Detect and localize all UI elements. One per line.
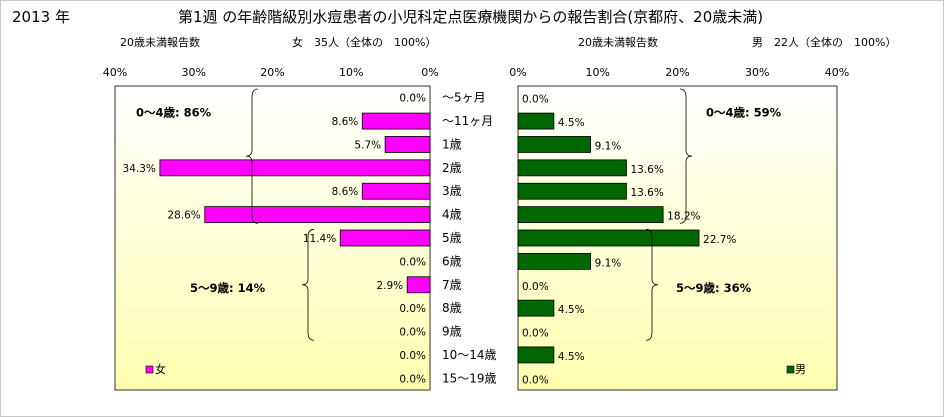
female-data-label: 28.6% (167, 210, 200, 222)
age-category-label: 9歳 (442, 325, 462, 339)
female-axis-tick: 10% (339, 66, 363, 79)
male-axis-tick: 40% (825, 66, 849, 79)
female-axis-tick: 20% (260, 66, 284, 79)
male-bar (517, 299, 555, 317)
male-bar (517, 112, 555, 130)
male-data-label: 9.1% (595, 257, 622, 269)
female-axis-tick: 0% (421, 66, 438, 79)
male-header-count-label: 20歳未満報告数 (578, 36, 658, 49)
male-data-label: 0.0% (522, 328, 549, 340)
male-axis-tick: 30% (745, 66, 769, 79)
male-data-label: 18.2% (667, 211, 700, 223)
age-category-label: 6歳 (442, 254, 462, 268)
female-group-0-4-label: 0～4歳: 86% (136, 105, 212, 119)
female-bar (384, 136, 431, 153)
male-axis-tick: 0% (509, 66, 526, 79)
female-data-label: 8.6% (332, 186, 359, 198)
age-category-label: 4歳 (442, 208, 462, 222)
female-group-5-9-label: 5～9歳: 14% (190, 281, 266, 295)
male-bar (517, 229, 700, 247)
male-group-5-9-label: 5～9歳: 36% (676, 281, 752, 295)
female-bar (159, 159, 431, 177)
age-category-label: 15～19歳 (442, 371, 497, 385)
female-bar (361, 112, 431, 130)
age-category-label: 2歳 (442, 161, 462, 175)
female-data-label: 11.4% (303, 233, 336, 245)
age-category-label: 1歳 (442, 137, 462, 151)
male-legend-label: 男 (795, 363, 806, 376)
male-group-0-4-label: 0～4歳: 59% (706, 105, 782, 119)
male-data-label: 4.5% (558, 304, 585, 316)
female-bar (361, 182, 431, 200)
male-brace-5-9 (645, 228, 659, 341)
age-category-label: ～5ヶ月 (442, 91, 486, 105)
male-data-label: 22.7% (703, 234, 736, 246)
male-data-label: 4.5% (558, 351, 585, 363)
female-bar (339, 229, 431, 247)
female-data-label: 0.0% (399, 256, 426, 268)
male-data-label: 13.6% (630, 187, 663, 199)
female-brace-0-4 (245, 88, 259, 224)
male-bar (517, 182, 627, 200)
female-data-label: 34.3% (123, 163, 156, 175)
male-bar (517, 346, 555, 364)
male-bar (517, 136, 591, 153)
male-data-label: 0.0% (522, 281, 549, 293)
female-data-label: 0.0% (399, 350, 426, 362)
female-header-total: 女 35人（全体の 100%） (292, 36, 437, 49)
female-data-label: 8.6% (332, 116, 359, 128)
female-header-count-label: 20歳未満報告数 (120, 36, 200, 49)
male-data-label: 9.1% (595, 140, 622, 152)
male-bar (517, 206, 664, 224)
female-axis-tick: 30% (182, 66, 206, 79)
male-axis-tick: 10% (586, 66, 610, 79)
male-data-label: 0.0% (522, 94, 549, 106)
female-brace-5-9 (301, 228, 315, 341)
female-data-label: 2.9% (376, 280, 403, 292)
age-category-label: 7歳 (442, 278, 462, 292)
age-category-label: ～11ヶ月 (442, 114, 493, 128)
female-legend-swatch (145, 365, 154, 374)
male-bar (517, 159, 627, 177)
age-category-label: 3歳 (442, 184, 462, 198)
female-axis-tick: 40% (103, 66, 127, 79)
male-header-total: 男 22人（全体の 100%） (752, 36, 897, 49)
chart-year: 2013 年 (12, 8, 70, 26)
age-category-label: 10～14歳 (442, 348, 497, 362)
male-data-label: 0.0% (522, 374, 549, 386)
female-data-label: 0.0% (399, 303, 426, 315)
female-data-label: 5.7% (354, 139, 381, 151)
age-category-label: 5歳 (442, 231, 462, 245)
female-bar (204, 206, 431, 224)
female-legend-label: 女 (155, 362, 166, 376)
female-data-label: 0.0% (399, 93, 426, 105)
male-legend-swatch (786, 365, 795, 374)
male-data-label: 13.6% (630, 164, 663, 176)
male-bar (517, 252, 591, 270)
chart-title: 第1週 の年齢階級別水痘患者の小児科定点医療機関からの報告割合(京都府、20歳未… (178, 8, 764, 26)
male-data-label: 4.5% (558, 117, 585, 129)
age-category-label: 8歳 (442, 301, 462, 315)
female-data-label: 0.0% (399, 327, 426, 339)
male-axis-tick: 20% (665, 66, 689, 79)
male-brace-0-4 (679, 88, 693, 224)
female-data-label: 0.0% (399, 373, 426, 385)
female-bar (406, 276, 431, 294)
